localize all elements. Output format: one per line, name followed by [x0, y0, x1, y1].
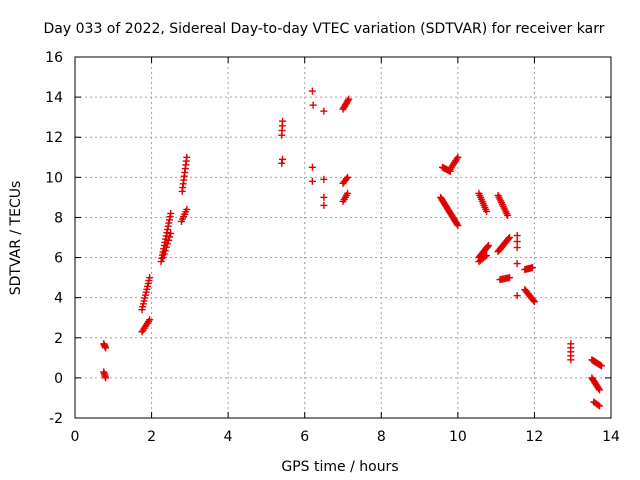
data-point	[513, 238, 521, 246]
data-point	[163, 240, 171, 248]
data-point	[505, 235, 513, 243]
y-tick-labels: -2 0 2 4 6 8 10 12 14 16	[45, 50, 63, 427]
data-point	[513, 292, 521, 300]
data-point	[567, 356, 575, 364]
chart-title: Day 033 of 2022, Sidereal Day-to-day VTE…	[44, 21, 605, 37]
data-point	[102, 344, 110, 352]
data-point	[146, 274, 154, 282]
data-point	[506, 274, 514, 282]
x-tick-label: 2	[147, 429, 156, 445]
data-point	[597, 362, 605, 370]
x-tick-label: 14	[602, 429, 620, 445]
data-point	[454, 153, 462, 161]
data-point	[453, 220, 461, 228]
data-point	[167, 229, 175, 237]
data-point	[344, 97, 352, 105]
data-point	[481, 253, 489, 261]
x-axis-label: GPS time / hours	[281, 459, 398, 475]
data-point	[166, 233, 174, 241]
data-point	[308, 87, 316, 95]
axis-ticks	[74, 56, 612, 419]
x-tick-label: 8	[377, 429, 386, 445]
data-point	[183, 205, 191, 213]
data-point	[529, 264, 537, 272]
plot-frame	[74, 56, 612, 419]
data-point	[506, 234, 514, 241]
data-point	[146, 316, 154, 324]
data-point	[484, 242, 492, 250]
data-point	[278, 159, 286, 167]
data-point	[513, 231, 521, 239]
data-point	[320, 193, 328, 201]
y-tick-label: 6	[54, 251, 63, 267]
data-point	[320, 175, 328, 183]
y-tick-label: 4	[54, 291, 63, 307]
data-point	[454, 221, 462, 229]
y-tick-label: 12	[45, 130, 63, 146]
data-point	[342, 175, 350, 183]
data-point	[483, 252, 491, 260]
data-point	[484, 243, 492, 251]
data-point	[594, 401, 602, 409]
data-point	[513, 260, 521, 268]
x-tick-label: 12	[526, 429, 544, 445]
y-tick-label: 10	[45, 170, 63, 186]
y-axis-label: SDTVAR / TECUs	[8, 181, 24, 296]
y-tick-label: 16	[45, 50, 63, 66]
data-point	[320, 107, 328, 115]
data-point	[279, 117, 287, 125]
data-point	[160, 250, 168, 258]
data-point	[161, 247, 169, 255]
data-point	[308, 177, 316, 185]
data-point	[483, 207, 491, 215]
data-point	[504, 211, 512, 219]
data-point	[165, 236, 173, 244]
y-tick-label: 8	[54, 210, 63, 226]
grid	[75, 57, 611, 418]
data-point	[279, 155, 287, 163]
data-points	[100, 87, 605, 410]
data-point	[320, 201, 328, 209]
data-point	[530, 298, 538, 306]
data-point	[183, 153, 191, 161]
data-point	[595, 385, 603, 393]
x-tick-label: 10	[449, 429, 467, 445]
x-tick-label: 4	[224, 429, 233, 445]
data-point	[167, 209, 175, 217]
data-point	[159, 254, 167, 262]
data-point	[596, 386, 604, 394]
y-tick-label: 2	[54, 331, 63, 347]
x-tick-labels: 0 2 4 6 8 10 12 14	[71, 429, 620, 445]
data-point	[596, 402, 604, 410]
data-point	[345, 95, 353, 103]
data-point	[162, 243, 170, 251]
data-point	[513, 244, 521, 252]
data-point	[344, 173, 352, 181]
data-point	[102, 374, 110, 382]
x-tick-label: 6	[300, 429, 309, 445]
y-tick-label: -2	[49, 411, 63, 427]
data-point	[344, 189, 352, 197]
data-point	[308, 163, 316, 171]
y-tick-label: 0	[54, 371, 63, 387]
data-point	[529, 296, 537, 304]
x-tick-label: 0	[71, 429, 80, 445]
y-tick-label: 14	[45, 90, 63, 106]
data-point	[309, 101, 317, 109]
